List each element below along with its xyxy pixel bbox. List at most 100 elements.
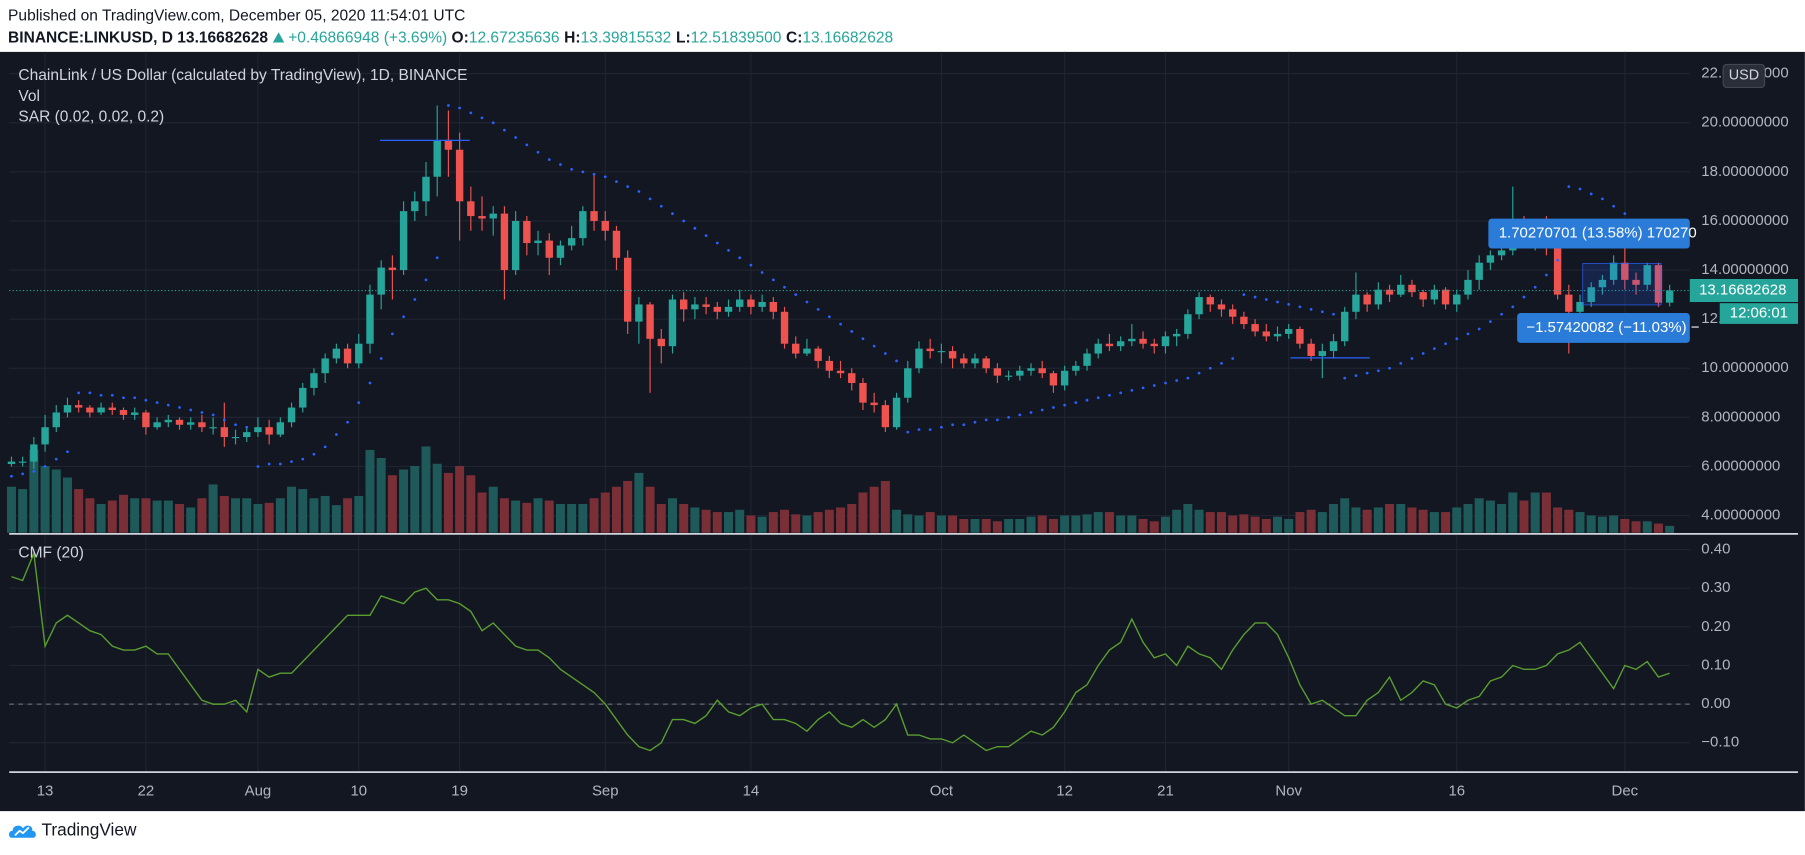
- candle-body: [623, 257, 632, 322]
- sar-dot: [503, 128, 506, 132]
- candle-body: [142, 412, 150, 428]
- candle-body: [1497, 250, 1506, 256]
- candle-body: [209, 427, 217, 429]
- volume-bar: [768, 512, 778, 533]
- volume-bar: [298, 489, 308, 533]
- volume-bar: [1441, 512, 1451, 533]
- sar-dot: [267, 462, 271, 466]
- candle-body: [130, 412, 139, 415]
- sar-dot: [155, 401, 159, 405]
- volume-bar: [432, 463, 442, 533]
- sar-dot: [626, 185, 630, 188]
- candle-body: [1105, 343, 1114, 347]
- volume-bar: [1508, 492, 1518, 533]
- sar-dot: [1578, 187, 1582, 191]
- sar-dot: [379, 357, 383, 360]
- sar-dot: [1197, 371, 1201, 375]
- sar-dot: [973, 420, 977, 424]
- sar-dot: [727, 249, 730, 252]
- volume-bar: [275, 498, 285, 533]
- volume-bar: [1183, 504, 1193, 533]
- y-tick-label: 0.40: [1701, 541, 1730, 558]
- candle-body: [668, 299, 677, 347]
- y-tick-label: 0.30: [1701, 579, 1730, 596]
- sar-dot: [413, 298, 417, 301]
- candle-body: [175, 419, 184, 425]
- candle-body: [534, 240, 542, 244]
- sar-dot: [77, 391, 81, 395]
- candle-body: [523, 220, 531, 244]
- candle-body: [1240, 316, 1248, 325]
- candle-body: [511, 220, 520, 271]
- volume-bar: [712, 512, 722, 533]
- volume-bar: [544, 500, 554, 533]
- sar-dot: [323, 445, 327, 449]
- candle-body: [153, 422, 161, 428]
- x-tick-label: 22: [138, 783, 155, 800]
- sar-dot: [245, 425, 249, 429]
- candle-body: [455, 149, 464, 202]
- candle-body: [691, 304, 699, 310]
- y-tick-label: 0.10: [1701, 656, 1730, 673]
- sar-dot: [424, 278, 428, 282]
- volume-bar: [1149, 521, 1159, 533]
- chart-title: ChainLink / US Dollar (calculated by Tra…: [18, 67, 467, 84]
- volume-bar: [1575, 512, 1585, 533]
- last-price: 13.16682628: [177, 28, 269, 47]
- sar-dot: [749, 263, 753, 267]
- sar-dot: [1623, 212, 1627, 215]
- candle-body: [1408, 284, 1416, 293]
- volume-bar: [1620, 518, 1630, 533]
- candle-body: [63, 405, 72, 413]
- candle-body: [30, 444, 38, 462]
- volume-bar: [970, 518, 980, 533]
- candle-body: [612, 230, 621, 258]
- candle-body: [355, 343, 363, 364]
- indicator-title: CMF (20): [18, 545, 84, 562]
- candle-body: [1217, 304, 1226, 310]
- volume-bar: [51, 469, 61, 533]
- volume-bar: [1631, 521, 1641, 533]
- sar-dot: [1376, 369, 1380, 373]
- sar-dot: [435, 256, 439, 260]
- volume-bar: [959, 518, 969, 533]
- sar-dot: [334, 433, 338, 436]
- candle-body: [1430, 289, 1439, 300]
- candle-body: [792, 343, 800, 354]
- volume-bar: [1082, 514, 1092, 533]
- candle-body: [635, 304, 643, 322]
- sar-dot: [715, 241, 719, 245]
- volume-bar: [455, 466, 465, 533]
- sar-dot: [783, 285, 786, 289]
- volume-bar: [163, 500, 173, 533]
- candle-body: [1027, 368, 1035, 371]
- volume-bar: [869, 486, 879, 533]
- volume-bar: [690, 507, 700, 533]
- candle-body: [1049, 373, 1058, 386]
- sar-dot: [10, 474, 13, 478]
- sar-dot: [1119, 391, 1123, 395]
- volume-bar: [1642, 521, 1652, 533]
- candle-body: [713, 306, 722, 312]
- volume-bar: [1228, 515, 1238, 533]
- sar-dot: [559, 163, 562, 166]
- sar-dot: [1264, 298, 1268, 301]
- volume-bar: [892, 509, 902, 533]
- volume-bar: [1317, 512, 1327, 533]
- sar-dot: [1186, 376, 1190, 380]
- candle-body: [1285, 328, 1293, 334]
- volume-bar: [1306, 509, 1316, 533]
- volume-bar: [948, 515, 958, 533]
- volume-bar: [623, 480, 633, 533]
- sar-dot: [760, 271, 764, 274]
- countdown: 12:06:01: [1730, 304, 1788, 321]
- volume-bar: [62, 477, 72, 533]
- candle-body: [1228, 309, 1237, 317]
- candle-body: [1262, 331, 1270, 337]
- candle-body: [254, 427, 262, 433]
- candle-body: [993, 368, 1002, 376]
- candle-body: [601, 220, 609, 231]
- sar-dot: [1208, 366, 1212, 370]
- volume-bar: [1060, 515, 1070, 533]
- volume-bar: [1205, 512, 1215, 533]
